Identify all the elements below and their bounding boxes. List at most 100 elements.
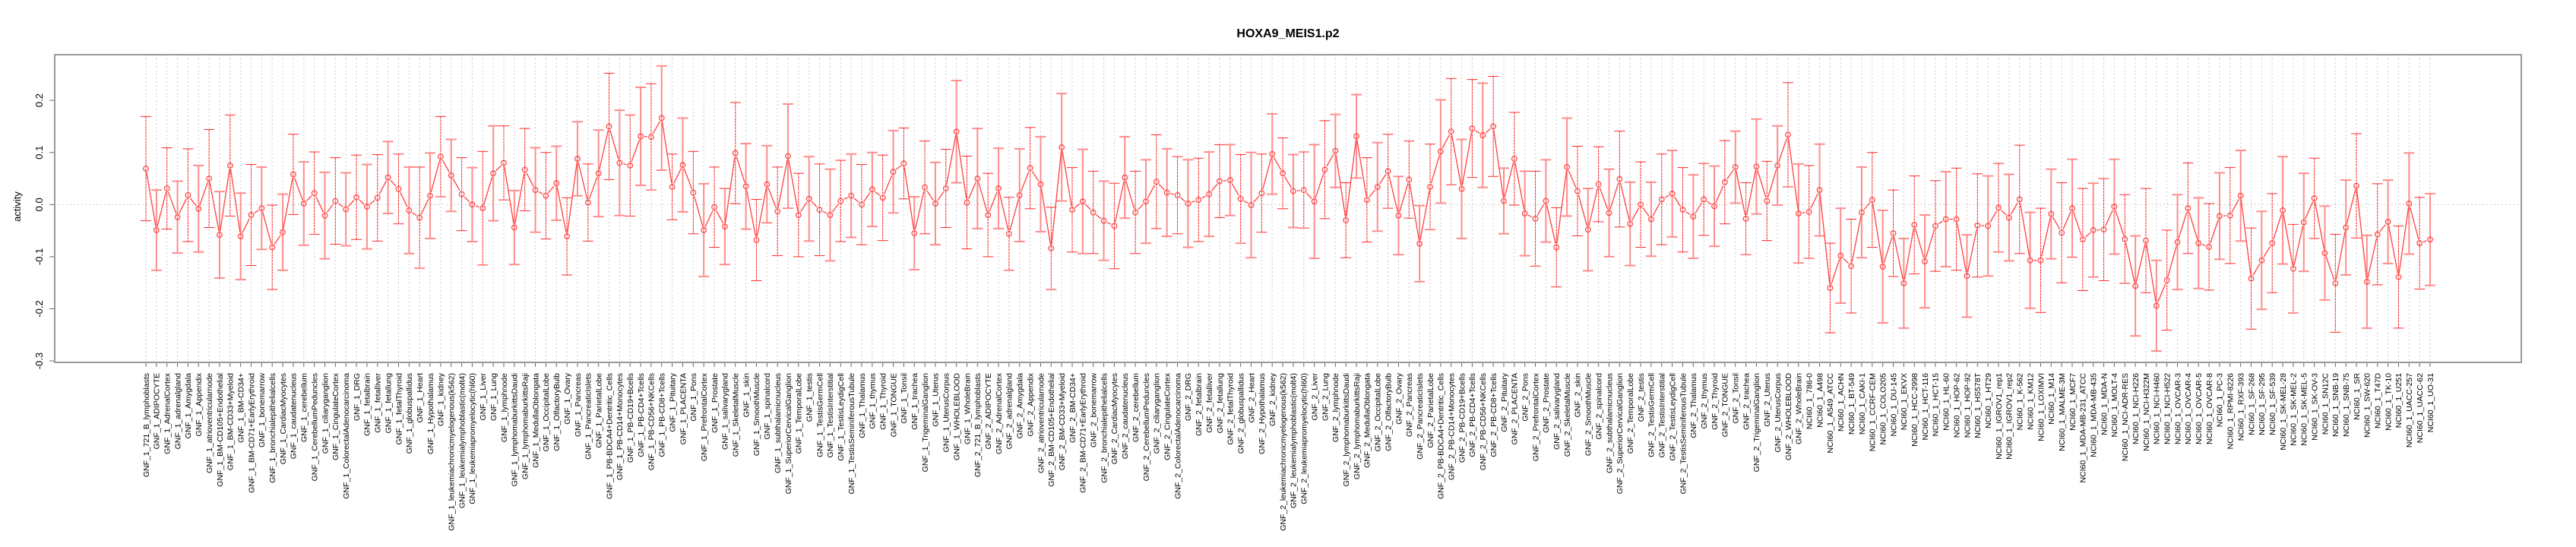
- error-bar: [298, 161, 309, 246]
- error-bar: [961, 156, 973, 250]
- data-point: [595, 170, 602, 177]
- data-point: [2206, 243, 2212, 250]
- x-tick-label: GNF_2_adrenalgland: [1005, 373, 1014, 450]
- error-bar: [467, 166, 478, 243]
- data-point: [669, 184, 676, 190]
- x-tick-label: NCI60_1_SW-620: [2363, 373, 2372, 438]
- series-segment: [2105, 210, 2113, 226]
- error-bar: [1625, 181, 1636, 267]
- series-segment: [1485, 128, 1491, 134]
- x-tick-label: NCI60_1_HT29: [1984, 373, 1993, 428]
- data-point: [1521, 210, 1528, 217]
- x-tick-label: GNF_2_fetallung: [1216, 373, 1225, 434]
- data-point: [2069, 205, 2075, 212]
- error-bar: [1319, 120, 1331, 220]
- series-segment: [441, 160, 450, 172]
- x-tick-label: GNF_2_BM-CD33+Myeloid: [1058, 373, 1067, 470]
- series-segment: [704, 210, 714, 227]
- series-segment: [2356, 189, 2367, 278]
- series-segment: [1745, 169, 1757, 216]
- data-point: [2174, 239, 2181, 245]
- x-tick-label: NCI60_1_MDA-MB-231_ATCC: [2079, 373, 2088, 483]
- series-segment: [903, 166, 915, 230]
- data-point: [1458, 185, 1465, 192]
- data-point: [543, 192, 549, 199]
- x-tick-label: GNF_1_SkeletalMuscle: [732, 373, 741, 457]
- data-point: [679, 162, 686, 169]
- data-point: [448, 172, 454, 179]
- x-tick-label: GNF_2_ciliaryganglion: [1153, 373, 1162, 454]
- series-segment: [1956, 223, 1967, 273]
- series-segment: [2283, 213, 2293, 265]
- series-segment: [1009, 198, 1020, 231]
- series-segment: [1461, 131, 1473, 185]
- x-tick-label: GNF_2_721_B_lymphoblasts: [973, 373, 983, 477]
- x-tick-label: GNF_1_BM-CD34+: [236, 373, 245, 443]
- series-segment: [1707, 201, 1712, 205]
- x-tick-label: NCI60_1_OVCAR-5: [2195, 373, 2204, 444]
- error-bar: [1593, 146, 1604, 223]
- data-point: [900, 160, 907, 167]
- error-bar: [2414, 197, 2426, 289]
- series-segment: [1399, 182, 1409, 213]
- x-tick-label: GNF_1_721_B_lymphoblasts: [142, 373, 151, 477]
- data-point: [827, 212, 834, 218]
- x-tick-label: GNF_1_BM-CD33+Myeloid: [226, 373, 236, 470]
- data-point: [1648, 216, 1654, 223]
- data-point: [1553, 244, 1560, 251]
- data-point: [1206, 191, 1213, 198]
- data-point: [1343, 217, 1350, 223]
- x-tick-label: GNF_2_subthalamicnucleus: [1605, 373, 1614, 473]
- x-tick-label: GNF_1_ciliaryganglion: [321, 373, 330, 454]
- data-point: [2311, 195, 2318, 201]
- x-tick-label: NCI60_1_UO-31: [2426, 373, 2435, 432]
- data-point: [837, 198, 844, 204]
- error-bar: [508, 189, 520, 266]
- x-tick-label: GNF_1_PB-CD8+Tcells: [658, 373, 667, 457]
- error-bar: [1866, 152, 1878, 248]
- series-segment: [588, 176, 598, 200]
- data-point: [258, 205, 265, 212]
- series-segment: [1938, 220, 1943, 225]
- error-bar: [1909, 175, 1920, 275]
- series-segment: [683, 168, 693, 190]
- x-tick-label: NCI60_1_HCT-116: [1921, 373, 1930, 441]
- series-segment: [378, 180, 387, 195]
- x-tick-label: GNF_1_PB-CD19+Bcells: [626, 373, 635, 463]
- x-tick-label: GNF_1_leukemiapromyelocytic(hl60): [468, 373, 477, 504]
- series-segment: [2346, 189, 2356, 224]
- series-segment: [1158, 184, 1165, 191]
- x-tick-label: GNF_1_Pons: [689, 373, 698, 422]
- data-point: [2258, 257, 2265, 264]
- x-tick-label: GNF_1_AdrenalCortex: [163, 372, 172, 454]
- error-bar: [824, 168, 836, 262]
- error-bar: [1414, 204, 1426, 283]
- error-bar: [1150, 134, 1162, 229]
- series-segment: [1767, 169, 1777, 198]
- x-tick-label: NCI60_1_EKVX: [1900, 373, 1909, 430]
- series-segment: [475, 205, 479, 208]
- series-segment: [2062, 211, 2071, 230]
- data-points: [143, 115, 2433, 309]
- error-bar: [919, 141, 931, 235]
- x-tick-label: GNF_2_Heart: [1247, 373, 1256, 422]
- error-bar: [983, 172, 994, 258]
- data-point: [1837, 252, 1844, 259]
- data-point: [1911, 222, 1918, 228]
- error-bar: [562, 197, 573, 276]
- data-point: [226, 162, 233, 169]
- data-point: [1395, 212, 1402, 219]
- series-segment: [2305, 201, 2314, 220]
- error-bar: [540, 152, 552, 240]
- x-tick-label: GNF_2_TestisGermCell: [1647, 373, 1657, 457]
- data-point: [1574, 188, 1581, 194]
- data-point: [2143, 237, 2149, 244]
- error-bar: [2330, 233, 2341, 333]
- x-tick-label: GNF_2_BM-CD71+EarlyErythroid: [1079, 373, 1088, 493]
- error-bar: [1245, 151, 1257, 259]
- x-tick-label: NCI60_1_NCI-H460: [2153, 373, 2162, 444]
- error-bar: [214, 191, 225, 280]
- error-bar: [235, 192, 246, 281]
- error-bar: [614, 109, 625, 217]
- error-bar: [2382, 179, 2394, 264]
